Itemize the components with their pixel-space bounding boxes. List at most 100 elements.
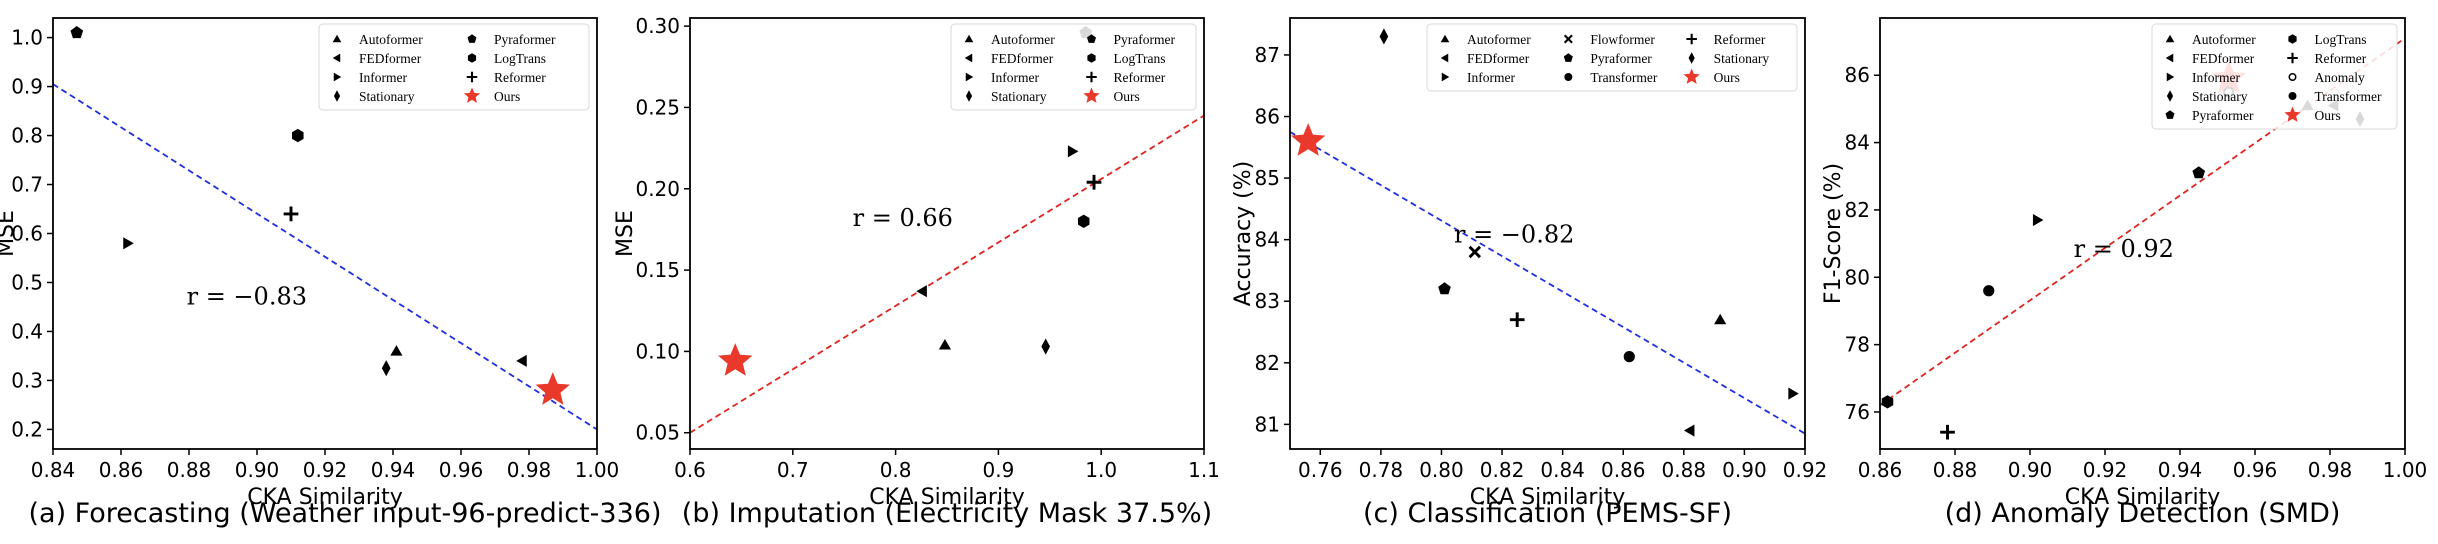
correlation-annotation: r = 0.92 (2074, 235, 2174, 263)
point-stationary (1379, 28, 1389, 45)
legend-marker-ours (1683, 68, 1700, 84)
panel-caption: (c) Classification (PEMS-SF) (1363, 498, 1732, 529)
fit-line (1290, 131, 1805, 435)
correlation-annotation: r = −0.82 (1454, 221, 1574, 249)
x-tick-label: 0.84 (31, 458, 76, 482)
panel-caption: (d) Anomaly Detection (SMD) (1945, 498, 2341, 529)
point-flowformer (1468, 245, 1482, 259)
y-tick-label: 84 (1845, 131, 1870, 155)
x-tick-label: 1.1 (1188, 458, 1220, 482)
x-axis-label: CKA Similarity (2065, 485, 2220, 510)
legend-label: FEDformer (359, 51, 422, 66)
fit-line (53, 83, 597, 431)
point-pyraformer (1438, 282, 1451, 295)
correlation-annotation: r = 0.66 (853, 204, 953, 232)
x-tick-label: 0.86 (1858, 458, 1903, 482)
legend-marker-transformer (2288, 92, 2297, 100)
y-tick-label: 87 (1255, 43, 1280, 67)
x-tick-label: 0.90 (2008, 458, 2053, 482)
point-ours (1291, 123, 1326, 156)
y-tick-label: 86 (1845, 63, 1870, 87)
legend: Autoformer FEDformer Informer Stationary Pyr… (950, 23, 1197, 111)
x-tick-label: 0.90 (235, 458, 280, 482)
point-pyraformer (70, 26, 84, 39)
chart-panel-4: 0.86 0.88 0.90 0.92 0.94 0.96 0.98 1.00 76 78 80 82… (1821, 17, 2428, 529)
legend-marker-stationary (333, 90, 341, 102)
legend-label: LogTrans (494, 51, 546, 66)
y-axis-label: F1-Score (%) (1821, 163, 1846, 304)
y-tick-label: 0.15 (635, 258, 680, 282)
x-tick-label: 0.82 (1480, 458, 1525, 482)
y-tick-label: 80 (1845, 265, 1870, 289)
legend-marker-reformer (1086, 71, 1097, 83)
y-tick-label: 0.9 (11, 75, 43, 99)
point-transformer (1983, 285, 1995, 297)
fit-line (690, 114, 1204, 434)
legend-label: Anomaly (2315, 70, 2365, 85)
point-reformer (283, 206, 299, 222)
legend-marker-fedformer (332, 53, 341, 63)
panel-caption: (a) Forecasting (Weather input-96-predic… (28, 498, 661, 529)
legend-label: Ours (2315, 108, 2341, 123)
point-pyraformer (2192, 166, 2206, 179)
legend-marker-autoformer (964, 34, 974, 43)
point-informer (1067, 145, 1079, 158)
point-ours (718, 343, 753, 376)
x-tick-label: 0.92 (303, 458, 348, 482)
point-logtrans (1881, 395, 1894, 409)
x-tick-label: 0.98 (507, 458, 552, 482)
point-reformer (1086, 174, 1102, 190)
legend-label: Autoformer (1467, 32, 1531, 47)
legend-marker-reformer (466, 71, 478, 83)
legend-marker-fedformer (964, 53, 973, 63)
legend-label: Ours (1114, 89, 1140, 104)
legend-marker-fedformer (2165, 53, 2174, 63)
point-logtrans (1077, 214, 1090, 228)
point-fedformer (916, 285, 927, 298)
legend-label: LogTrans (2315, 32, 2367, 47)
x-tick-label: 0.7 (777, 458, 809, 482)
x-axis-label: CKA Similarity (247, 485, 402, 510)
legend-marker-autoformer (1440, 34, 1450, 43)
legend-marker-pyraformer (1563, 53, 1573, 62)
y-tick-label: 0.8 (11, 124, 43, 148)
y-tick-label: 76 (1845, 400, 1870, 424)
x-tick-label: 0.92 (2083, 458, 2128, 482)
legend-marker-informer (965, 72, 974, 82)
x-tick-label: 0.84 (1540, 458, 1585, 482)
x-tick-label: 0.90 (1722, 458, 1767, 482)
legend-label: Reformer (1714, 32, 1766, 47)
legend-label: Reformer (1114, 70, 1166, 85)
y-tick-label: 0.3 (11, 368, 43, 392)
x-tick-label: 0.86 (1601, 458, 1646, 482)
legend-marker-stationary (1688, 52, 1695, 64)
legend-marker-logtrans (1087, 53, 1096, 63)
point-logtrans (292, 128, 304, 143)
y-tick-label: 0.7 (11, 173, 43, 197)
legend-label: Ours (1714, 70, 1740, 85)
y-axis-label: MSE (0, 210, 19, 257)
legend-marker-pyraformer (2165, 110, 2175, 119)
y-tick-label: 0.30 (635, 14, 680, 38)
legend-marker-stationary (965, 90, 973, 102)
point-autoformer (938, 338, 952, 350)
legend-marker-informer (1441, 72, 1450, 82)
x-tick-label: 0.98 (2308, 458, 2353, 482)
legend-label: Reformer (494, 70, 546, 85)
legend-marker-informer (2166, 72, 2175, 82)
legend-box (950, 23, 1197, 111)
legend-box (1426, 23, 1798, 92)
legend-marker-logtrans (2288, 34, 2297, 44)
legend-label: FEDformer (991, 51, 1054, 66)
y-tick-label: 84 (1255, 228, 1280, 252)
legend-marker-flowformer (1563, 34, 1573, 44)
y-tick-label: 0.05 (635, 421, 680, 445)
correlation-annotation: r = −0.83 (187, 283, 307, 311)
legend-label: Ours (494, 89, 520, 104)
legend-marker-transformer (1564, 73, 1573, 81)
x-tick-label: 1.00 (2383, 458, 2428, 482)
chart-panel-3: 0.76 0.78 0.80 0.82 0.84 0.86 0.88 0.90 0.92 81 82… (1231, 17, 1827, 529)
chart-panel-2: 0.6 0.7 0.8 0.9 1.0 1.1 0.05 0.10 0.15 0.20 0.25 0.… (613, 14, 1220, 529)
legend-marker-fedformer (1440, 53, 1449, 63)
point-stationary (381, 360, 391, 377)
